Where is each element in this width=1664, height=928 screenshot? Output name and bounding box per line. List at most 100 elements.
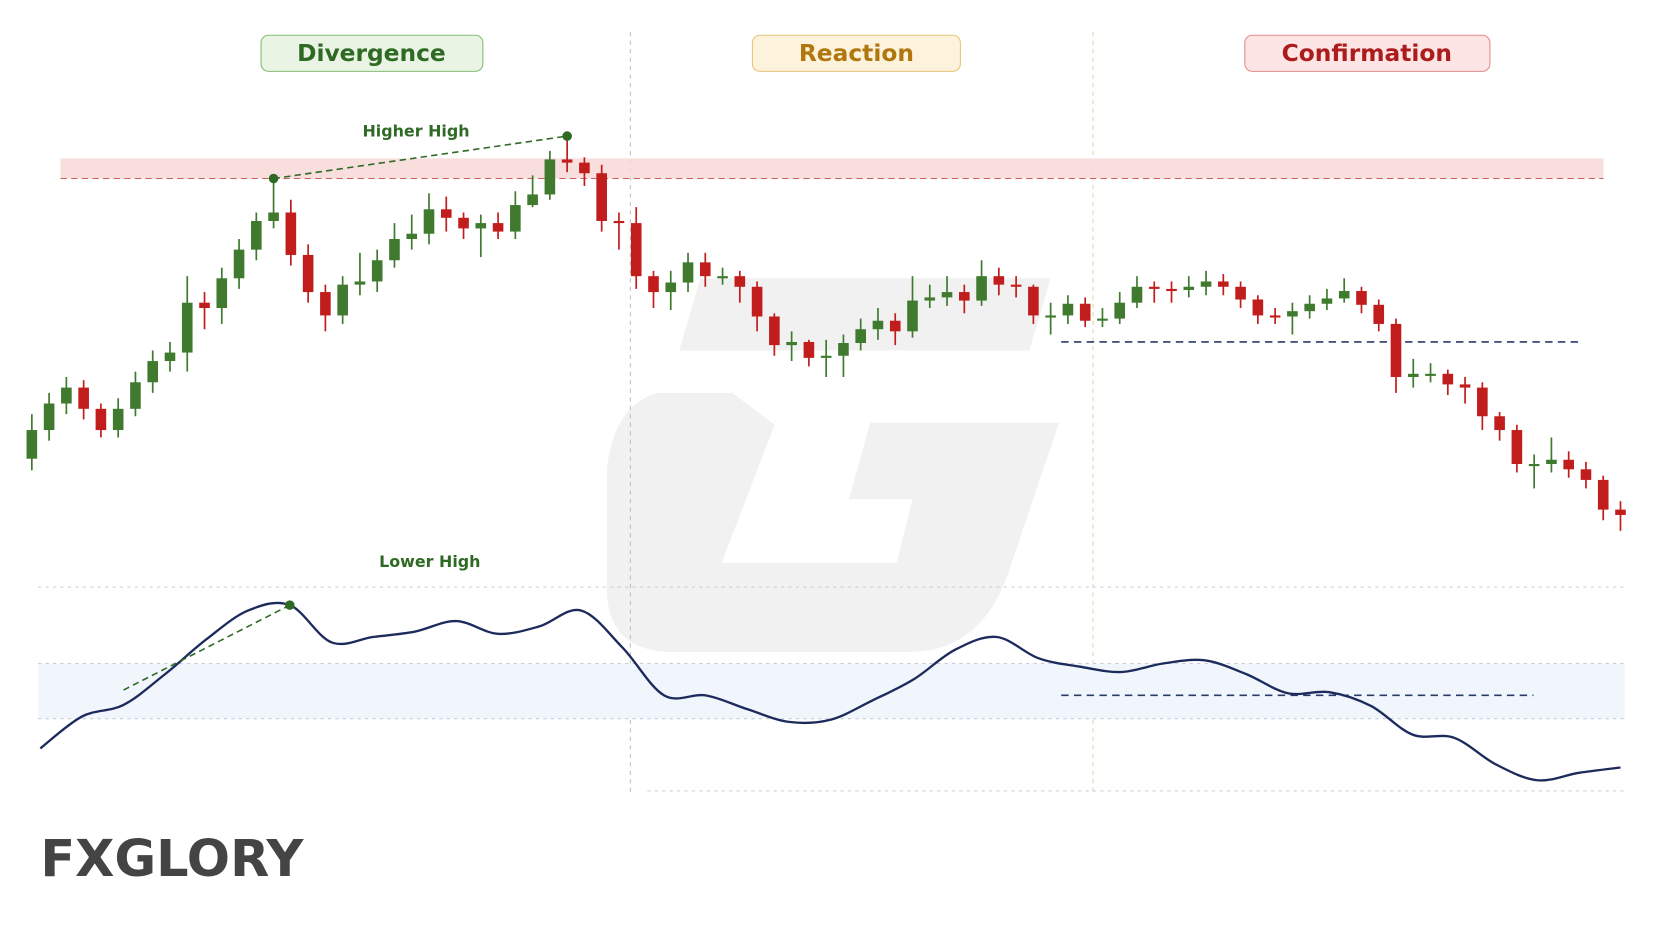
brand-logo: FXGLORY bbox=[40, 830, 304, 889]
candle-body bbox=[1563, 459, 1574, 470]
annotation: Lower High bbox=[379, 552, 480, 571]
candle-body bbox=[1131, 286, 1143, 303]
phase-label: Confirmation bbox=[1282, 39, 1452, 67]
candle-body bbox=[1252, 299, 1264, 316]
candle-body bbox=[458, 217, 469, 229]
candle-body bbox=[1183, 286, 1195, 290]
candle-body bbox=[1114, 302, 1126, 319]
candle-body bbox=[233, 249, 245, 279]
candle-body bbox=[976, 276, 987, 301]
candle-body bbox=[855, 329, 867, 344]
candle-body bbox=[1494, 416, 1505, 431]
candle-body bbox=[130, 382, 141, 409]
oscillator-zone bbox=[38, 663, 1625, 719]
candle-body bbox=[1615, 509, 1626, 515]
phase-pill bbox=[751, 34, 961, 72]
candle-body bbox=[1269, 315, 1281, 318]
candle-body bbox=[1028, 286, 1039, 316]
swing-point bbox=[562, 131, 572, 141]
candle-body bbox=[544, 159, 556, 195]
candle-body bbox=[699, 262, 711, 277]
candle-body bbox=[682, 262, 694, 283]
candle-body bbox=[665, 282, 677, 293]
candle-body bbox=[734, 276, 746, 287]
candle-body bbox=[769, 316, 780, 346]
candle-body bbox=[78, 387, 89, 409]
candle-body bbox=[717, 276, 728, 279]
divergence-line bbox=[273, 135, 568, 180]
candle-body bbox=[1097, 318, 1108, 321]
phase-label: Divergence bbox=[297, 39, 446, 67]
candle-body bbox=[1373, 304, 1385, 324]
candle-body bbox=[1546, 459, 1557, 464]
phase-pill bbox=[260, 34, 484, 72]
candle-body bbox=[1287, 311, 1298, 317]
candle-body bbox=[630, 223, 642, 277]
candle-body bbox=[1010, 284, 1022, 287]
candle-body bbox=[26, 430, 38, 459]
candle-body bbox=[475, 223, 487, 229]
candle-body bbox=[389, 239, 400, 261]
candle-body bbox=[941, 292, 953, 298]
candle-body bbox=[337, 284, 348, 316]
phase-label: Reaction bbox=[799, 39, 914, 67]
oscillator-line bbox=[39, 601, 1621, 782]
candle-body bbox=[510, 205, 521, 232]
candle-body bbox=[285, 212, 297, 255]
candle-body bbox=[1218, 281, 1229, 287]
candle-body bbox=[147, 361, 159, 383]
candle-body bbox=[1442, 373, 1454, 385]
candle-body bbox=[1356, 291, 1367, 305]
candle-body bbox=[251, 220, 262, 250]
candle-body bbox=[596, 173, 607, 221]
candle-body bbox=[889, 320, 901, 332]
candle-body bbox=[1407, 373, 1419, 377]
candle-body bbox=[838, 343, 849, 356]
candle-body bbox=[320, 292, 331, 316]
candle-body bbox=[43, 403, 55, 431]
candle-body bbox=[786, 341, 797, 346]
swing-point bbox=[285, 600, 295, 610]
candle-body bbox=[1390, 323, 1402, 377]
candle-body bbox=[371, 260, 383, 282]
candle-body bbox=[1477, 387, 1488, 417]
candle-body bbox=[648, 276, 659, 293]
candle-body bbox=[1528, 464, 1540, 467]
candle-body bbox=[993, 276, 1005, 285]
candle-body bbox=[1166, 288, 1177, 292]
candle-body bbox=[492, 223, 504, 232]
watermark bbox=[607, 278, 1060, 652]
candle-body bbox=[1459, 384, 1471, 388]
candle-body bbox=[302, 254, 314, 293]
candle-body bbox=[1235, 286, 1246, 300]
candle-body bbox=[95, 408, 107, 431]
candle-body bbox=[181, 302, 193, 353]
candle-body bbox=[1200, 281, 1212, 287]
candle-body bbox=[268, 212, 279, 221]
candle-body bbox=[406, 233, 418, 240]
candle-body bbox=[561, 159, 573, 163]
candle-body bbox=[199, 302, 210, 308]
candle-body bbox=[1045, 315, 1056, 318]
candle-body bbox=[820, 355, 832, 358]
candle-body bbox=[112, 408, 124, 431]
candle-body bbox=[423, 209, 435, 234]
candle-body bbox=[1580, 469, 1592, 480]
swing-point bbox=[268, 173, 279, 184]
candle-body bbox=[1062, 303, 1074, 316]
candle-body bbox=[61, 387, 72, 404]
candle-body bbox=[579, 162, 590, 174]
resistance-zone bbox=[60, 158, 1604, 179]
candle-body bbox=[907, 300, 918, 332]
candle-body bbox=[1425, 373, 1436, 376]
candle-body bbox=[354, 281, 366, 285]
candle-body bbox=[440, 209, 452, 218]
candle-body bbox=[1079, 303, 1091, 321]
candle-body bbox=[803, 341, 815, 358]
candle-body bbox=[1304, 303, 1315, 312]
candle-body bbox=[1148, 286, 1160, 289]
candle-body bbox=[924, 297, 936, 301]
candle-body bbox=[1321, 298, 1333, 304]
candle-body bbox=[959, 292, 970, 301]
